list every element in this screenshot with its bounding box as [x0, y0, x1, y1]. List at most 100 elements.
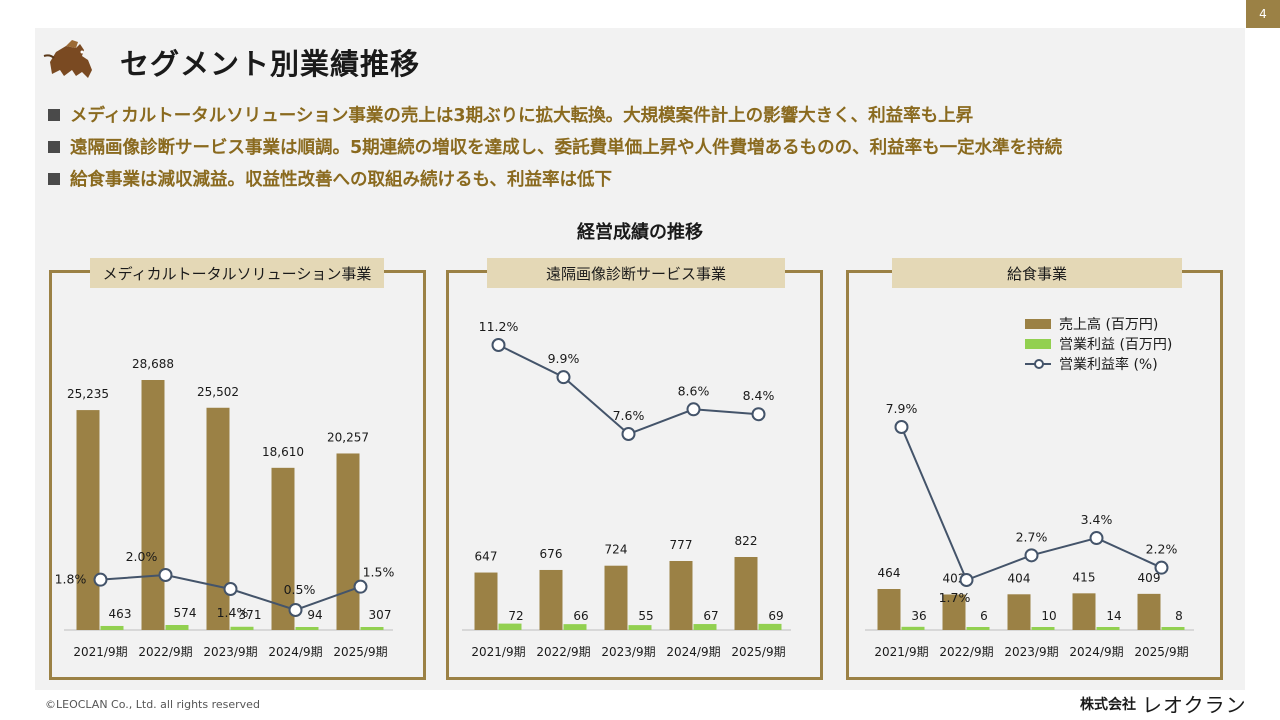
sales-data-label: 724 — [605, 543, 628, 557]
bullet-square-icon — [48, 172, 60, 185]
profit-data-label: 10 — [1041, 609, 1056, 623]
profit-data-label: 14 — [1106, 609, 1121, 623]
sales-data-label: 25,502 — [197, 385, 239, 399]
sales-bar — [336, 453, 360, 630]
sales-data-label: 20,257 — [327, 430, 369, 444]
profit-data-label: 72 — [508, 609, 523, 623]
x-tick-label: 2023/9期 — [203, 645, 257, 659]
bullet-text: メディカルトータルソリューション事業の売上は3期ぶりに拡大転換。大規模案件計上の… — [70, 106, 974, 126]
sales-bar — [1137, 593, 1161, 630]
x-tick-label: 2023/9期 — [1004, 645, 1058, 659]
profit-data-label: 307 — [369, 608, 392, 622]
x-tick-label: 2025/9期 — [731, 645, 785, 659]
profit-data-label: 66 — [573, 609, 588, 623]
bullet-text: 給食事業は減収減益。収益性改善への取組み続けるも、利益率は低下 — [70, 170, 612, 190]
company-name: レオクラン — [1142, 693, 1247, 717]
bullet-square-icon — [48, 108, 60, 121]
lion-icon — [43, 40, 92, 78]
x-tick-label: 2023/9期 — [601, 645, 655, 659]
margin-data-label: 1.8% — [55, 572, 87, 587]
sales-data-label: 415 — [1073, 570, 1096, 584]
page-title: セグメント別業績推移 — [120, 47, 421, 81]
profit-bar — [1031, 627, 1055, 630]
legend-label-margin: 営業利益率 (%) — [1059, 357, 1158, 373]
profit-data-label: 94 — [307, 608, 322, 622]
sales-bar — [942, 594, 966, 630]
x-tick-label: 2024/9期 — [268, 645, 322, 659]
legend-item-margin: 営業利益率 (%) — [1025, 354, 1172, 374]
sales-bar — [1007, 594, 1031, 630]
margin-point — [621, 427, 636, 441]
sales-bar — [604, 565, 628, 630]
profit-bar — [563, 624, 587, 630]
x-tick-label: 2024/9期 — [1069, 645, 1123, 659]
margin-data-label: 8.6% — [678, 383, 710, 398]
profit-data-label: 36 — [911, 609, 926, 623]
margin-point — [1024, 548, 1039, 563]
profit-bar — [230, 626, 254, 630]
sales-data-label: 777 — [670, 538, 693, 552]
profit-data-label: 463 — [109, 607, 132, 621]
sales-data-label: 676 — [540, 547, 563, 561]
x-tick-label: 2021/9期 — [874, 645, 928, 659]
sales-bar — [1072, 593, 1096, 630]
sales-bar — [76, 410, 100, 630]
margin-data-label: 11.2% — [479, 319, 519, 334]
sales-bar — [539, 569, 563, 630]
legend-line-marker-icon — [1025, 359, 1051, 369]
profit-bar — [360, 627, 384, 630]
panel-heading-food-service: 給食事業 — [892, 258, 1182, 288]
profit-bar — [295, 627, 319, 630]
x-tick-label: 2025/9期 — [333, 645, 387, 659]
sales-data-label: 647 — [475, 550, 498, 564]
profit-data-label: 69 — [768, 609, 783, 623]
margin-data-label: 1.4% — [217, 605, 249, 620]
footer-copyright: ©LEOCLAN Co., Ltd. all rights reserved — [45, 698, 260, 711]
margin-data-label: 2.7% — [1016, 529, 1048, 544]
margin-data-label: 2.2% — [1146, 542, 1178, 557]
profit-bar — [901, 626, 925, 630]
profit-bar — [693, 624, 717, 630]
margin-data-label: 7.9% — [886, 401, 918, 416]
profit-data-label: 67 — [703, 609, 718, 623]
margin-point — [1154, 560, 1169, 575]
section-title: 経営成績の推移 — [577, 222, 703, 243]
legend-item-sales: 売上高 (百万円) — [1025, 314, 1172, 334]
margin-data-label: 2.0% — [126, 549, 158, 564]
sales-data-label: 25,235 — [67, 387, 109, 401]
sales-bar — [734, 557, 758, 630]
margin-point — [491, 338, 506, 352]
sales-bar — [877, 589, 901, 630]
panel-heading-medical: メディカルトータルソリューション事業 — [90, 258, 384, 288]
bullet-square-icon — [48, 140, 60, 153]
margin-data-label: 9.9% — [548, 351, 580, 366]
margin-point — [751, 407, 766, 422]
legend-swatch-sales — [1025, 319, 1051, 329]
margin-point — [959, 573, 974, 587]
margin-point — [353, 579, 368, 594]
x-tick-label: 2022/9期 — [138, 645, 192, 659]
legend-label-sales: 売上高 (百万円) — [1059, 317, 1159, 333]
margin-point — [288, 603, 303, 617]
x-tick-label: 2022/9期 — [939, 645, 993, 659]
margin-data-label: 8.4% — [743, 388, 775, 403]
legend-label-profit: 営業利益 (百万円) — [1059, 337, 1173, 353]
profit-data-label: 371 — [239, 608, 262, 622]
profit-bar — [628, 625, 652, 630]
profit-bar — [966, 627, 990, 630]
profit-bar — [100, 625, 124, 630]
margin-point — [894, 420, 909, 434]
bullet-item: 給食事業は減収減益。収益性改善への取組み続けるも、利益率は低下 — [48, 166, 612, 191]
profit-data-label: 8 — [1175, 609, 1183, 623]
profit-data-label: 6 — [980, 609, 988, 623]
x-tick-label: 2024/9期 — [666, 645, 720, 659]
bullet-item: メディカルトータルソリューション事業の売上は3期ぶりに拡大転換。大規模案件計上の… — [48, 102, 973, 127]
x-tick-label: 2021/9期 — [471, 645, 525, 659]
sales-bar — [206, 407, 230, 630]
profit-bar — [1161, 627, 1185, 630]
panel-heading-remote-imaging: 遠隔画像診断サービス事業 — [487, 258, 785, 288]
profit-data-label: 55 — [638, 609, 653, 623]
x-tick-label: 2022/9期 — [536, 645, 590, 659]
bullet-text: 遠隔画像診断サービス事業は順調。5期連続の増収を達成し、委託費単価上昇や人件費増… — [70, 138, 1063, 158]
